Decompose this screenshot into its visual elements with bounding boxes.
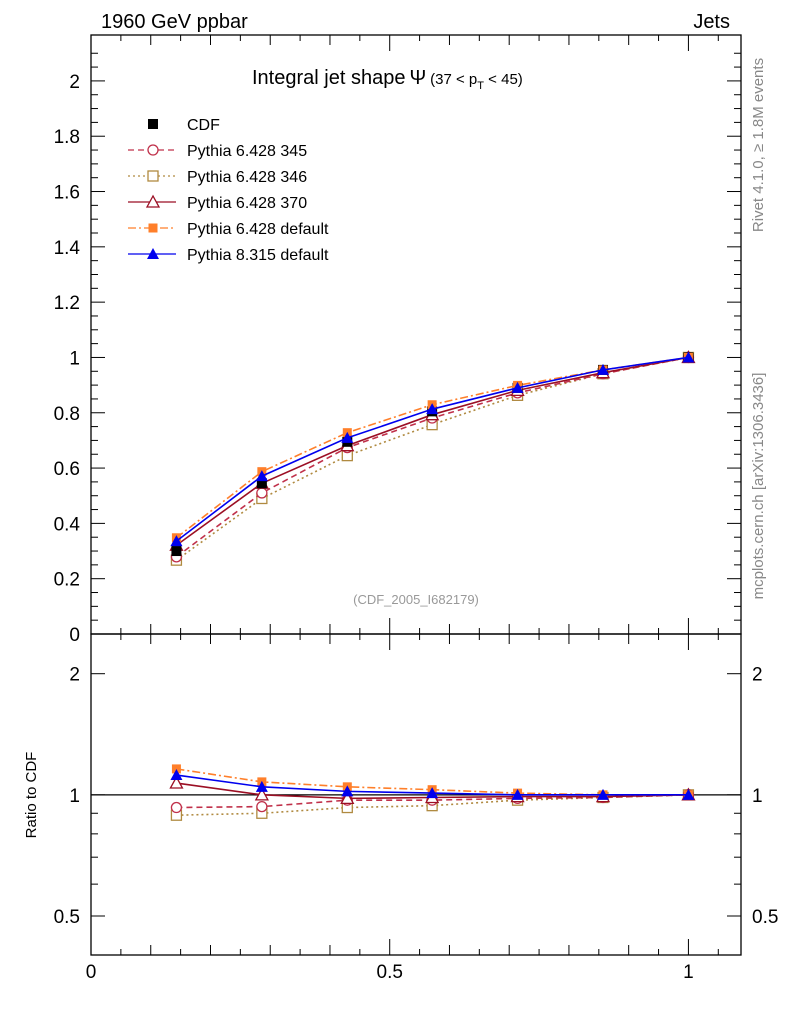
legend-label: Pythia 6.428 370 bbox=[187, 195, 307, 212]
ratio-frame bbox=[90, 633, 742, 956]
marker bbox=[426, 787, 439, 799]
x-tick-label: 0.5 bbox=[377, 962, 403, 983]
marker bbox=[256, 800, 268, 813]
energy-label: 1960 GeV ppbar bbox=[101, 11, 248, 33]
legend-label: Pythia 6.428 default bbox=[187, 221, 329, 238]
mcplots-label: mcplots.cern.ch [arXiv:1306.3436] bbox=[750, 373, 767, 600]
ratio-y-tick-label: 1 bbox=[752, 786, 763, 807]
marker bbox=[171, 546, 182, 557]
legend-entry: Pythia 6.428 346 bbox=[128, 169, 307, 186]
analysis-label: (CDF_2005_I682179) bbox=[353, 592, 479, 607]
series-line bbox=[175, 356, 689, 539]
marker bbox=[511, 788, 524, 800]
y-tick-label: 0.4 bbox=[54, 514, 81, 535]
legend: CDF Pythia 6.428 345 Pythia 6.428 346 Pythi… bbox=[128, 117, 329, 264]
y-tick-label: 0.2 bbox=[54, 570, 80, 591]
series-cdf bbox=[171, 352, 694, 557]
plot-title: Integral jet shape Ψ (37 < pT < 45) bbox=[252, 67, 523, 92]
series-pythia-6-428-370 bbox=[169, 350, 696, 551]
ratio-y-tick-label: 0.5 bbox=[54, 907, 80, 928]
marker bbox=[341, 785, 354, 797]
y-tick-label: 0 bbox=[69, 625, 80, 646]
ratio-series bbox=[170, 769, 695, 800]
y-tick-label: 1.2 bbox=[54, 293, 80, 314]
y-tick-label: 1.6 bbox=[54, 183, 80, 204]
marker bbox=[682, 788, 695, 800]
marker bbox=[511, 381, 524, 393]
marker bbox=[426, 403, 439, 415]
y-tick-label: 1.4 bbox=[54, 238, 81, 259]
marker bbox=[147, 170, 159, 182]
legend-label: Pythia 6.428 346 bbox=[187, 169, 307, 186]
marker bbox=[170, 769, 183, 781]
series-line bbox=[175, 356, 689, 546]
marker bbox=[147, 144, 159, 156]
legend-entry: Pythia 6.428 345 bbox=[128, 143, 307, 160]
series-line bbox=[175, 356, 689, 558]
legend-label: CDF bbox=[187, 117, 220, 134]
marker bbox=[596, 788, 609, 800]
marker bbox=[171, 764, 181, 774]
marker bbox=[145, 194, 161, 208]
ratio-y-tick-label: 1 bbox=[69, 786, 80, 807]
series-line bbox=[175, 356, 689, 561]
series-pythia-8-315-default bbox=[170, 351, 695, 547]
ratio-y-tick-label: 0.5 bbox=[752, 907, 778, 928]
marker bbox=[148, 119, 158, 129]
legend-label: Pythia 8.315 default bbox=[187, 247, 329, 264]
marker bbox=[256, 478, 267, 489]
ratio-y-tick-label: 2 bbox=[69, 665, 80, 686]
marker bbox=[341, 431, 354, 443]
series-pythia-6-428-345 bbox=[170, 351, 695, 563]
series-pythia-6-428-346 bbox=[170, 351, 695, 566]
marker bbox=[682, 351, 695, 363]
y-tick-label: 1.8 bbox=[54, 127, 80, 148]
legend-label: Pythia 6.428 345 bbox=[187, 143, 307, 160]
x-tick-label: 1 bbox=[683, 962, 694, 983]
marker bbox=[340, 791, 355, 805]
marker bbox=[255, 780, 268, 792]
x-tick-label: 0 bbox=[86, 962, 97, 983]
marker bbox=[169, 775, 184, 789]
series-pythia-6-428-default bbox=[171, 352, 693, 543]
ratio-ylabel: Ratio to CDF bbox=[23, 752, 40, 839]
marker bbox=[147, 248, 159, 259]
y-tick-label: 1 bbox=[69, 348, 80, 369]
process-label: Jets bbox=[693, 11, 730, 33]
marker bbox=[596, 363, 609, 375]
rivet-label: Rivet 4.1.0, ≥ 1.8M events bbox=[750, 58, 767, 232]
y-tick-label: 0.8 bbox=[54, 404, 80, 425]
marker bbox=[170, 535, 183, 547]
legend-entry: CDF bbox=[148, 117, 220, 134]
marker bbox=[256, 487, 268, 499]
y-tick-label: 0.6 bbox=[54, 459, 80, 480]
ratio-y-tick-label: 2 bbox=[752, 665, 763, 686]
series-line bbox=[175, 356, 689, 542]
legend-entry: Pythia 6.428 default bbox=[128, 221, 329, 238]
marker bbox=[254, 787, 269, 801]
marker bbox=[170, 801, 183, 814]
legend-entry: Pythia 8.315 default bbox=[128, 247, 329, 264]
legend-entry: Pythia 6.428 370 bbox=[128, 194, 307, 212]
y-tick-label: 2 bbox=[69, 72, 80, 93]
marker bbox=[255, 470, 268, 482]
marker bbox=[148, 223, 158, 233]
